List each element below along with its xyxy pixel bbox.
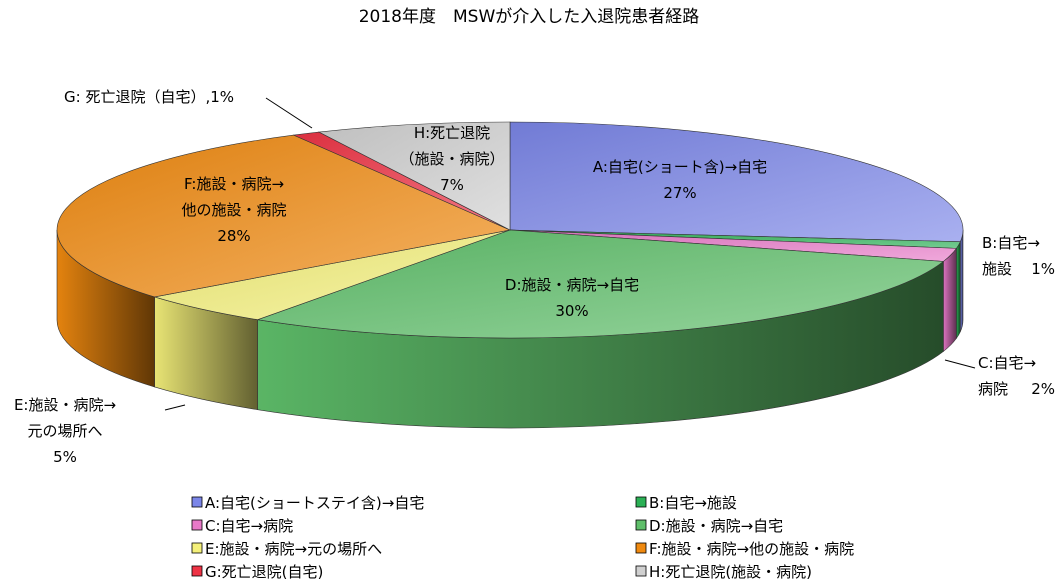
slice-h-legend-label: H:死亡退院(施設・病院) [649,563,812,581]
slice-e-legend-label: E:施設・病院→元の場所へ [205,540,382,558]
slice-a-wedge [509,121,964,243]
slice-b-label: B:自宅→ [982,234,1040,252]
chart-title: 2018年度 MSWが介入した入退院患者経路 [359,7,700,27]
slice-f-wedge [56,134,512,298]
slice-b-legend-swatch [635,496,647,508]
slice-g-legend-swatch [191,565,203,577]
slice-a-percent-label: 27% [663,184,696,202]
slice-d-percent-label: 30% [555,302,588,320]
slice-f-label: F:施設・病院→ [184,175,284,193]
slice-f-legend-swatch [635,542,647,554]
slice-d-legend-swatch [635,519,647,531]
slice-c-side [943,247,957,353]
slice-e-label-line2: 元の場所へ [27,422,102,440]
slice-d-label: D:施設・病院→自宅 [505,276,639,294]
slice-f-percent-label: 28% [217,227,250,245]
slice-d-legend-label: D:施設・病院→自宅 [649,517,783,535]
slice-e-leader-line [164,404,186,411]
slice-g-legend-label: G:死亡退院(自宅) [205,563,323,581]
slice-b-legend-label: B:自宅→施設 [649,494,737,512]
slice-b-label-line2: 施設 [982,260,1012,278]
slice-g-leader-line [265,97,313,129]
slice-b-percent-label: 1% [1031,260,1055,278]
slice-a-legend-swatch [191,496,203,508]
slice-g-label: G: 死亡退院（自宅）,1% [64,88,234,106]
slice-c-percent-label: 2% [1031,380,1055,398]
slice-e-label: E:施設・病院→ [14,396,116,414]
slice-f-legend-label: F:施設・病院→他の施設・病院 [649,540,854,558]
slice-h-label-line2: （施設・病院） [399,150,504,168]
slice-c-legend-label: C:自宅→病院 [205,517,293,535]
slice-a-side [960,229,964,332]
slice-a-legend-label: A:自宅(ショートステイ含)→自宅 [205,494,424,512]
slice-c-leader-line [944,359,976,369]
slice-h-percent-label: 7% [440,176,464,194]
slice-c-legend-swatch [191,519,203,531]
slice-b-side [956,241,961,340]
slice-e-percent-label: 5% [53,448,77,466]
slice-h-legend-swatch [635,565,647,577]
slice-e-legend-swatch [191,542,203,554]
slice-c-label-line2: 病院 [978,380,1008,398]
slice-f-label-line2: 他の施設・病院 [181,201,286,219]
slice-c-label: C:自宅→ [978,354,1036,372]
slice-h-label: H:死亡退院 [414,124,490,142]
slice-a-label: A:自宅(ショート含)→自宅 [593,158,767,176]
slice-h-wedge [317,121,511,231]
slice-d-wedge [257,229,945,339]
